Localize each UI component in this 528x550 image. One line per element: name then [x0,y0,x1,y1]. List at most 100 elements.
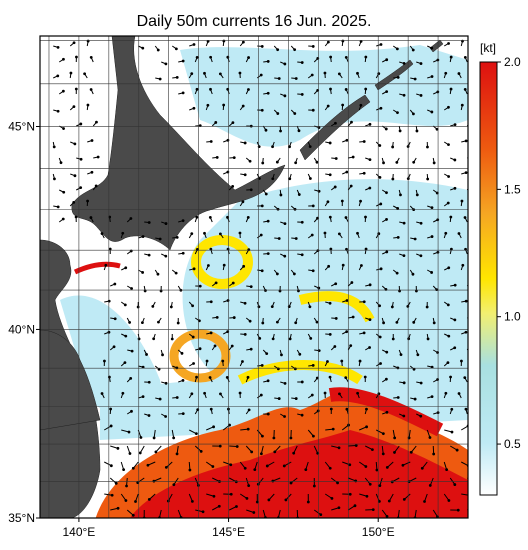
current-arrow-head [304,468,307,471]
current-arrow-head [377,72,380,75]
current-arrow-head [295,397,298,400]
current-arrow-head [307,501,310,504]
current-arrow-head [266,465,269,468]
current-arrow-head [453,319,456,322]
current-arrow-head [242,41,245,44]
current-arrow-head [264,289,267,292]
current-arrow-head [410,451,413,454]
current-arrow-head [449,376,452,379]
current-arrow-head [364,88,367,91]
current-arrow-head [242,105,245,108]
current-arrow-head [334,186,337,189]
current-arrow-head [359,200,362,203]
current-arrow-head [385,191,388,194]
current-arrow-head [345,330,348,333]
current-arrow-head [450,56,453,59]
current-arrow-head [288,177,291,180]
lat-tick-label: 45°N [8,119,35,133]
current-arrow-head [231,345,234,348]
current-arrow-head [454,284,457,287]
current-arrow-head [465,331,468,334]
current-arrow-head [176,453,179,456]
lon-tick-label: 145°E [212,525,245,539]
current-arrow-head [385,251,388,254]
current-arrow-head [124,335,127,338]
current-arrow-head [431,75,434,78]
colorbar-tick-label: 0.5 [504,437,521,451]
current-arrow-head [122,468,125,471]
current-arrow-head [214,344,217,347]
current-arrow-head [396,47,399,50]
current-arrow-head [130,287,133,290]
current-arrow-head [458,392,461,395]
current-arrow-head [192,362,195,365]
current-arrow-head [436,351,439,354]
current-arrow-head [419,415,422,418]
current-arrow-head [117,447,120,450]
current-arrow-head [430,47,433,50]
current-arrow-head [113,345,116,348]
current-arrow-head [181,352,184,355]
current-arrow-head [309,177,312,180]
current-arrow-head [244,467,247,470]
current-arrow-head [290,437,293,440]
current-arrow-head [420,254,423,257]
current-arrow-head [416,130,419,133]
current-arrow-head [356,232,359,235]
current-arrow-head [101,232,104,235]
current-arrow-head [177,322,180,325]
current-arrow-head [400,353,403,356]
current-arrow-head [247,484,250,487]
current-arrow-head [416,353,419,356]
current-arrow-head [380,267,383,270]
current-arrow-head [329,88,332,91]
current-arrow-head [87,104,90,107]
current-arrow-head [329,142,332,145]
current-arrow-head [453,483,456,486]
current-arrow-head [402,464,405,467]
current-arrow-head [121,392,124,395]
current-arrow-head [294,208,297,211]
current-arrow-head [226,376,229,379]
current-arrow-head [399,130,402,133]
current-arrow-head [145,353,148,356]
current-arrow-head [124,361,127,364]
current-arrow-head [470,281,473,284]
current-arrow-head [276,321,279,324]
current-arrow-head [247,428,250,431]
current-arrow-head [338,506,341,509]
current-arrow-head [382,321,385,324]
current-arrow-head [161,353,164,356]
current-arrow-head [369,283,372,286]
current-arrow-head [430,271,433,274]
current-arrow-head [57,46,60,49]
current-arrow-head [433,322,436,325]
current-arrow-head [167,500,170,503]
current-arrow-head [212,425,215,428]
current-arrow-head [190,72,193,75]
current-arrow-head [317,249,320,252]
current-arrow-head [431,235,434,238]
current-arrow-head [56,74,59,77]
lon-tick-label: 150°E [362,525,395,539]
current-arrow-head [341,40,344,43]
current-arrow-head [196,88,199,91]
current-arrow-head [267,413,270,416]
current-arrow-head [412,321,415,324]
current-arrow-head [193,107,196,110]
current-arrow-head [379,336,382,339]
current-arrow-head [329,467,332,470]
current-arrow-head [461,264,464,267]
current-arrow-head [190,392,193,395]
current-arrow-head [338,73,341,76]
lon-tick-label: 140°E [62,525,95,539]
current-arrow-head [338,446,341,449]
current-arrow-head [195,376,198,379]
current-arrow-head [132,514,135,517]
current-arrow-head [230,493,233,496]
current-arrow-head [356,392,359,395]
current-arrow-head [392,338,395,341]
current-arrow-head [265,352,268,355]
current-arrow-head [331,497,334,500]
current-arrow-head [192,336,195,339]
